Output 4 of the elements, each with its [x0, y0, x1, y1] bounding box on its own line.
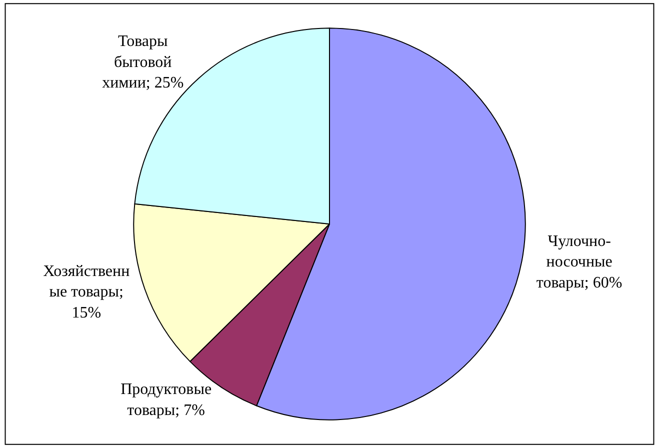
slice-label: Чулочно-носочные товары; 60% — [536, 232, 622, 292]
slice-label: Хозяйственные товары; 15% — [43, 262, 130, 322]
slice-label: Продуктовые товары; 7% — [120, 381, 212, 420]
slice-label: Товары бытовой химии; 25% — [102, 33, 184, 92]
